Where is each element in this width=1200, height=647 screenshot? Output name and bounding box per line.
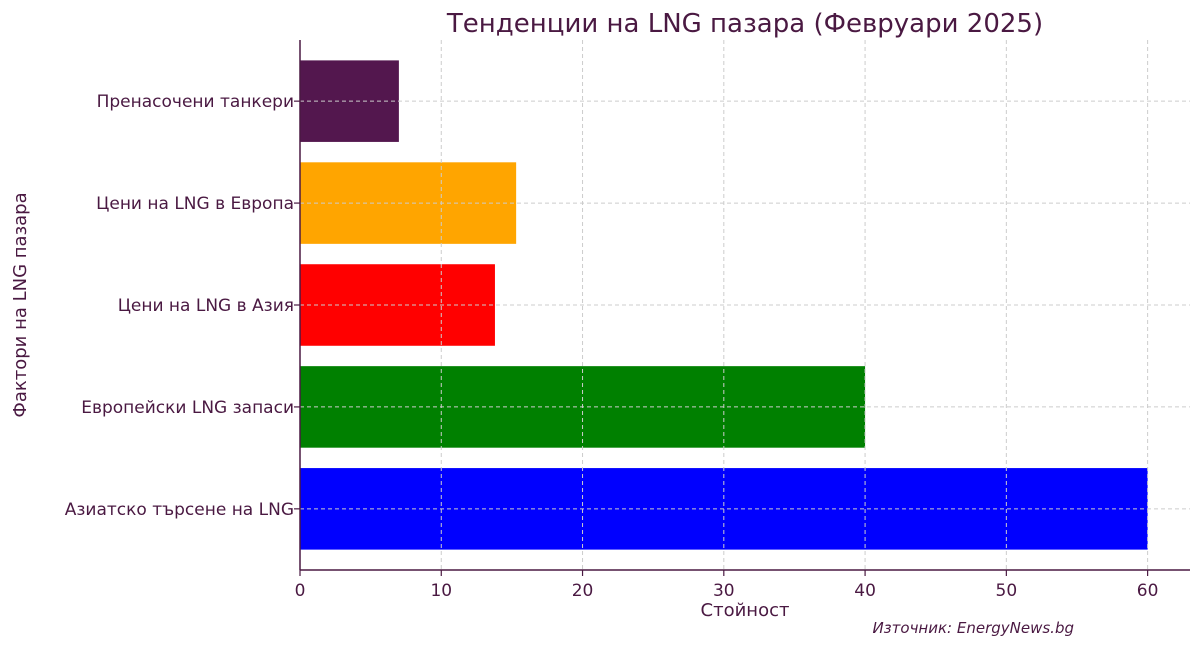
- x-tick-label: 0: [295, 581, 306, 601]
- source-note: Източник: EnergyNews.bg: [872, 619, 1074, 637]
- y-tick-label: Пренасочени танкери: [97, 92, 294, 112]
- y-axis-label: Фактори на LNG пазара: [10, 192, 31, 417]
- y-tick-label: Цени на LNG в Европа: [96, 194, 294, 214]
- x-tick-label: 10: [430, 581, 452, 601]
- y-tick-label: Цени на LNG в Азия: [118, 296, 294, 316]
- chart-title: Тенденции на LNG пазара (Февруари 2025): [446, 9, 1043, 39]
- y-tick-label: Азиатско търсене на LNG: [65, 500, 294, 520]
- y-ticks: Азиатско търсене на LNG Европейски LNG за…: [65, 92, 300, 520]
- x-tick-label: 50: [996, 581, 1018, 601]
- x-tick-label: 30: [713, 581, 735, 601]
- x-tick-label: 20: [572, 581, 594, 601]
- y-tick-label: Европейски LNG запаси: [81, 398, 294, 418]
- grid: [299, 40, 1190, 570]
- x-tick-label: 40: [854, 581, 876, 601]
- x-axis-label: Стойност: [701, 600, 790, 621]
- x-tick-label: 60: [1137, 581, 1159, 601]
- x-ticks: 0 10 20 30 40 50 60: [295, 570, 1159, 601]
